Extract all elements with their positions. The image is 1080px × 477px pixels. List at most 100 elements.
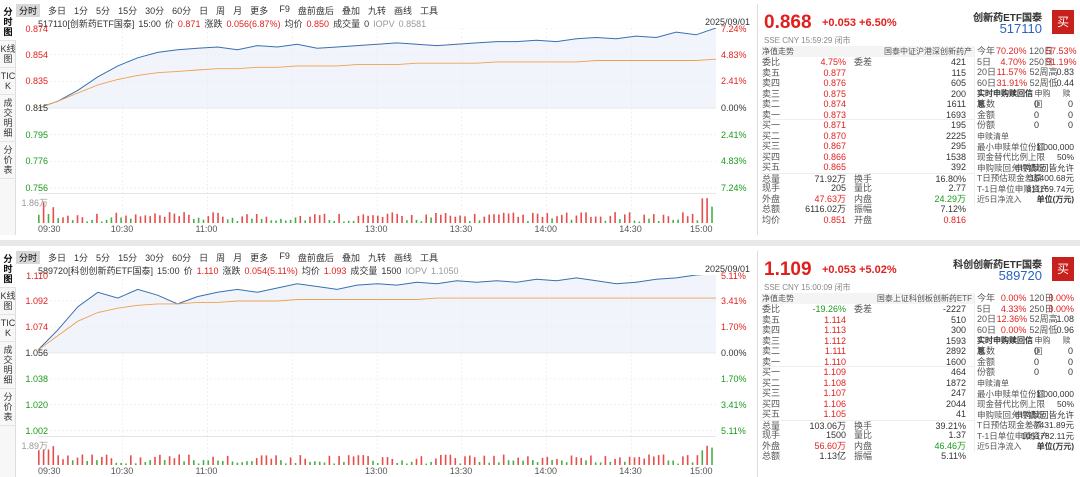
bid-row[interactable]: 买四 0.866 1538 (762, 152, 974, 163)
subscription-row: 金额 0 0 (977, 357, 1074, 368)
side-tab[interactable]: 分价表 (0, 142, 16, 179)
fund-info: 今年 0.00% 120日 0.00% 5日 4.33% 250日 0.00% 20日 12.36… (974, 293, 1074, 452)
timeframe-tab[interactable]: 周 (216, 252, 226, 263)
timeframe-tab[interactable]: 30分 (145, 5, 165, 16)
intraday-chart[interactable] (38, 28, 716, 223)
volume-bar (527, 456, 529, 465)
tool-button[interactable]: 工具 (419, 6, 438, 16)
timeframe-tab[interactable]: 1分 (74, 5, 89, 16)
volume-bar (241, 462, 243, 465)
stat-value: 205 (830, 183, 846, 193)
tool-button[interactable]: 叠加 (341, 253, 360, 263)
side-tab[interactable]: 成交明细 (0, 95, 16, 142)
timeframe-tab[interactable]: 30分 (145, 252, 165, 263)
bid-row[interactable]: 买三 0.867 295 (762, 141, 974, 152)
timeframe-tab[interactable]: 5分 (96, 252, 111, 263)
side-tab[interactable]: TICK (0, 315, 16, 342)
ask-row[interactable]: 卖二 1.111 2892 (762, 346, 974, 357)
timeframe-tab[interactable]: 多日 (48, 5, 67, 16)
ask-row[interactable]: 卖五 0.877 115 (762, 68, 974, 79)
bid-row[interactable]: 买一 0.871 195 (762, 120, 974, 131)
ask-row[interactable]: 卖四 1.113 300 (762, 325, 974, 336)
side-tab[interactable]: 分时图 (0, 4, 16, 41)
stat-label: 均价 (762, 214, 781, 225)
timeframe-tab[interactable]: 15分 (118, 252, 138, 263)
stat-value: 46.46万 (934, 440, 966, 451)
ask-row[interactable]: 卖一 1.110 1600 (762, 357, 974, 367)
side-tab[interactable]: 分价表 (0, 389, 16, 426)
ask-row[interactable]: 卖五 1.114 510 (762, 315, 974, 326)
tool-button[interactable]: 画线 (393, 6, 412, 16)
timeframe-tab[interactable]: 60分 (172, 252, 192, 263)
tool-button[interactable]: 叠加 (341, 6, 360, 16)
volume-bar (314, 214, 316, 223)
ask-row[interactable]: 卖四 0.876 605 (762, 78, 974, 89)
timeframe-tab[interactable]: 日 (199, 5, 209, 16)
tool-button[interactable]: F9 (279, 4, 290, 14)
timeframe-tab[interactable]: 月 (233, 5, 243, 16)
side-tab[interactable]: 成交明细 (0, 342, 16, 389)
volume-bar (691, 462, 694, 465)
ask-row[interactable]: 卖一 0.873 1693 (762, 110, 974, 120)
ask-row[interactable]: 卖三 1.112 1593 (762, 336, 974, 347)
bid-row[interactable]: 买一 1.109 464 (762, 367, 974, 378)
nav-trend-label[interactable]: 净值走势 (762, 294, 794, 303)
timeframe-tab[interactable]: 多日 (48, 252, 67, 263)
side-tab[interactable]: K线图 (0, 288, 16, 315)
timeframe-tab[interactable]: 1分 (74, 252, 89, 263)
tool-button[interactable]: 画线 (393, 253, 412, 263)
timeframe-tab[interactable]: 分时 (16, 4, 41, 17)
security-code: 517110 (999, 21, 1042, 36)
tool-button[interactable]: 盘前盘后 (297, 253, 334, 263)
timeframe-tab[interactable]: 15分 (118, 5, 138, 16)
tool-button[interactable]: 盘前盘后 (297, 6, 334, 16)
volume-bar (217, 460, 219, 465)
timeframe-tab[interactable]: 月 (233, 252, 243, 263)
volume-bar (42, 449, 45, 465)
creation-list-row: T日预估现金差额 (977, 173, 1077, 184)
info-time: 15:00 (157, 266, 180, 276)
sub-label: 笔数 (977, 99, 996, 109)
tool-button[interactable]: F9 (279, 251, 290, 261)
ask-row[interactable]: 卖三 0.875 200 (762, 89, 974, 100)
timeframe-tab[interactable]: 日 (199, 252, 209, 263)
buy-button[interactable]: 买 (1052, 257, 1074, 281)
intraday-chart[interactable] (38, 275, 716, 465)
tool-button[interactable]: 九转 (367, 253, 386, 263)
ask-row[interactable]: 卖二 0.874 1611 (762, 99, 974, 110)
buy-button[interactable]: 买 (1052, 10, 1074, 34)
volume-bar (633, 220, 636, 223)
tool-button[interactable]: 九转 (367, 6, 386, 16)
stat-value: 56.60万 (814, 440, 846, 451)
side-tab[interactable]: TICK (0, 68, 16, 95)
volume-bar (338, 456, 340, 465)
creation-list-header: 申赎清单 (977, 378, 1074, 389)
info-vol-label: 成交量 (350, 266, 378, 276)
tool-button[interactable]: 工具 (419, 253, 438, 263)
volume-bar (696, 455, 699, 465)
timeframe-tab[interactable]: 5分 (96, 5, 111, 16)
volume-bar (251, 461, 253, 465)
order-book: 净值走势 国泰中证沪港深创新药产 委比 4.75% 委差 421 卖五 0.877 115 卖四 0… (762, 46, 974, 225)
bid-row[interactable]: 买五 0.865 392 (762, 162, 974, 173)
timeframe-tab[interactable]: 更多 (250, 5, 269, 16)
bid-row[interactable]: 买四 1.106 2044 (762, 399, 974, 410)
volume-bar (406, 220, 408, 223)
level-volume: 300 (950, 325, 966, 335)
side-tab[interactable]: 分时图 (0, 251, 16, 288)
timeframe-tab[interactable]: 更多 (250, 252, 269, 263)
timeframe-tab[interactable]: 60分 (172, 5, 192, 16)
timeframe-tab[interactable]: 分时 (16, 251, 41, 264)
side-tab[interactable]: K线图 (0, 41, 16, 68)
bid-row[interactable]: 买二 1.108 1872 (762, 378, 974, 389)
y-axis-pct-label: 1.70% (721, 373, 747, 384)
panel-separator (0, 240, 1080, 246)
volume-bar (101, 221, 103, 223)
stat-value: 6116.02万 (805, 204, 846, 214)
perf-label: 今年 (977, 293, 996, 303)
nav-trend-label[interactable]: 净值走势 (762, 47, 794, 56)
bid-row[interactable]: 买三 1.107 247 (762, 388, 974, 399)
bid-row[interactable]: 买五 1.105 41 (762, 409, 974, 420)
bid-row[interactable]: 买二 0.870 2225 (762, 131, 974, 142)
timeframe-tab[interactable]: 周 (216, 5, 226, 16)
